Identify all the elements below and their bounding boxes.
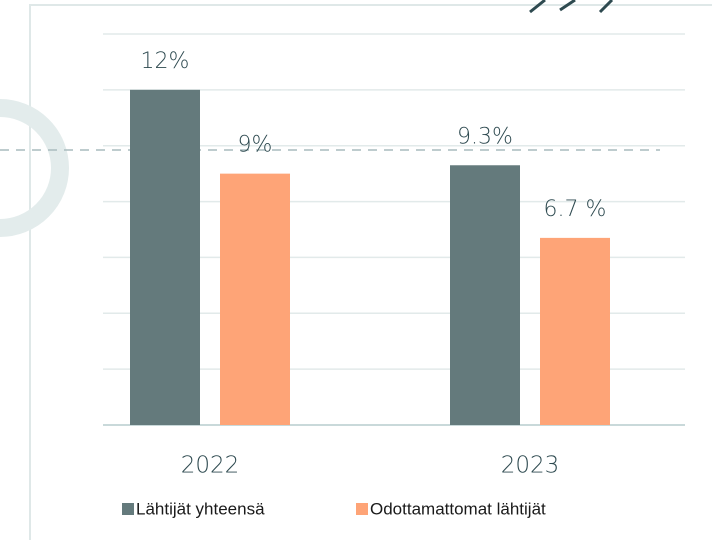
decor-icon xyxy=(529,0,614,14)
bar xyxy=(540,237,610,425)
bar xyxy=(220,173,290,425)
x-tick-label: 2022 xyxy=(181,453,240,479)
frame xyxy=(29,4,712,540)
value-label: 6.7 % xyxy=(544,197,607,222)
bar xyxy=(450,165,520,425)
decor-circle xyxy=(0,99,69,237)
legend-label: Lähtijät yhteensä xyxy=(136,499,265,518)
x-tick-label: 2023 xyxy=(501,453,560,479)
bar xyxy=(130,89,200,425)
value-label: 12% xyxy=(141,49,190,74)
legend-label: Odottamattomat lähtijät xyxy=(370,499,546,518)
value-label: 9% xyxy=(238,133,273,158)
value-label: 9.3% xyxy=(457,124,513,149)
legend-swatch xyxy=(356,503,368,515)
legend-swatch xyxy=(122,503,134,515)
